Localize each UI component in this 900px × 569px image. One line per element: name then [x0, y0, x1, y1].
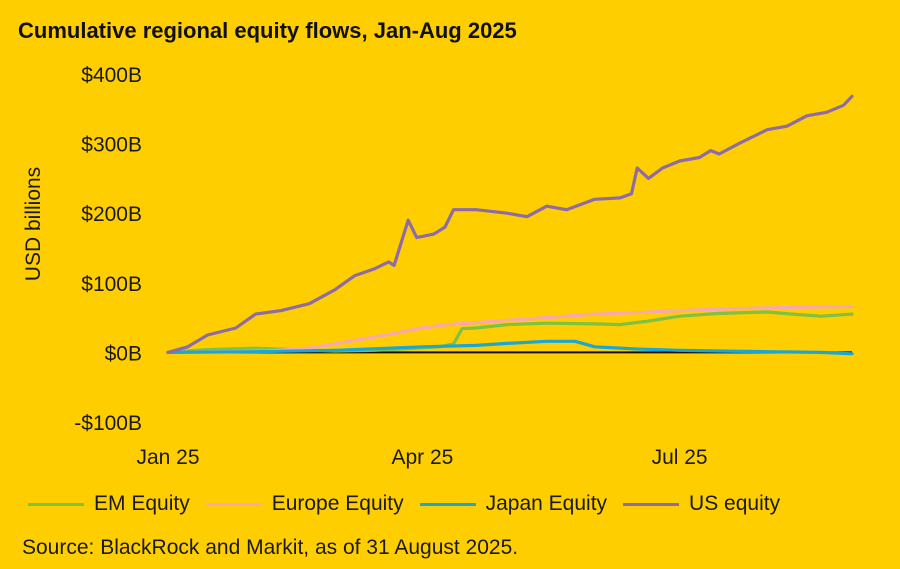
y-tick-label: $400B	[81, 64, 142, 87]
x-tick-label: Jul 25	[652, 446, 708, 469]
legend-label: US equity	[689, 492, 781, 515]
legend: EM Equity Europe Equity Japan Equity US equ…	[28, 492, 796, 516]
legend-swatch	[28, 502, 84, 506]
series-line-em-equity	[166, 310, 854, 354]
x-tick-label: Jan 25	[136, 446, 199, 469]
legend-item-us-equity: US equity	[623, 492, 780, 516]
legend-swatch	[419, 502, 476, 506]
line-chart: USD billions $400B $300B $200B $100B $0B -$10…	[22, 64, 854, 469]
x-tick-label: Apr 25	[391, 446, 453, 469]
legend-item-japan-equity: Japan Equity	[419, 492, 608, 516]
y-tick-label: $100B	[81, 273, 142, 296]
series-line-japan-equity	[166, 339, 854, 356]
legend-swatch	[205, 502, 262, 506]
y-tick-label: -$100B	[74, 412, 142, 435]
y-tick-label: $0B	[105, 342, 142, 365]
y-tick-label: $300B	[81, 134, 142, 157]
legend-label: Japan Equity	[485, 492, 608, 515]
y-axis-title: USD billions	[22, 167, 45, 281]
legend-label: EM Equity	[94, 492, 190, 515]
legend-item-em-equity: EM Equity	[28, 492, 190, 516]
series-line-europe-equity	[166, 304, 854, 354]
y-tick-label: $200B	[81, 203, 142, 226]
legend-swatch	[623, 502, 680, 506]
series-line-us-equity	[166, 94, 854, 354]
source-note: Source: BlackRock and Markit, as of 31 A…	[22, 536, 519, 559]
legend-label: Europe Equity	[271, 492, 404, 515]
legend-item-europe-equity: Europe Equity	[205, 492, 404, 516]
chart-title: Cumulative regional equity flows, Jan-Au…	[18, 18, 517, 43]
